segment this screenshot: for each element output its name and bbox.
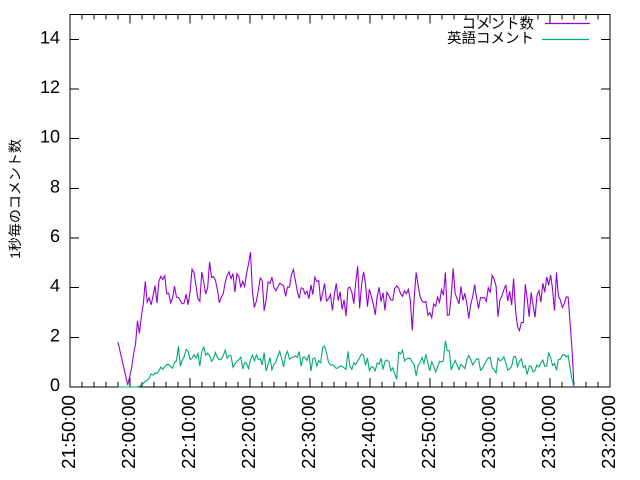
svg-text:22:00:00: 22:00:00 bbox=[119, 395, 140, 469]
svg-text:コメント数: コメント数 bbox=[462, 16, 535, 33]
svg-text:8: 8 bbox=[50, 176, 60, 196]
svg-text:12: 12 bbox=[40, 77, 60, 97]
svg-text:23:10:00: 23:10:00 bbox=[539, 395, 560, 469]
svg-text:6: 6 bbox=[50, 226, 60, 246]
svg-text:23:20:00: 23:20:00 bbox=[599, 395, 620, 469]
svg-text:1秒毎のコメント数: 1秒毎のコメント数 bbox=[7, 139, 23, 259]
svg-text:22:20:00: 22:20:00 bbox=[239, 395, 260, 469]
svg-text:21:50:00: 21:50:00 bbox=[59, 395, 80, 469]
svg-text:2: 2 bbox=[50, 325, 60, 345]
svg-text:22:40:00: 22:40:00 bbox=[359, 395, 380, 469]
svg-text:23:00:00: 23:00:00 bbox=[479, 395, 500, 469]
svg-text:10: 10 bbox=[40, 127, 60, 147]
svg-text:22:10:00: 22:10:00 bbox=[179, 395, 200, 469]
svg-text:22:50:00: 22:50:00 bbox=[419, 395, 440, 469]
svg-text:14: 14 bbox=[40, 27, 60, 47]
svg-text:英語コメント: 英語コメント bbox=[447, 30, 534, 47]
svg-text:0: 0 bbox=[50, 375, 60, 395]
svg-text:22:30:00: 22:30:00 bbox=[299, 395, 320, 469]
svg-text:4: 4 bbox=[50, 276, 60, 296]
